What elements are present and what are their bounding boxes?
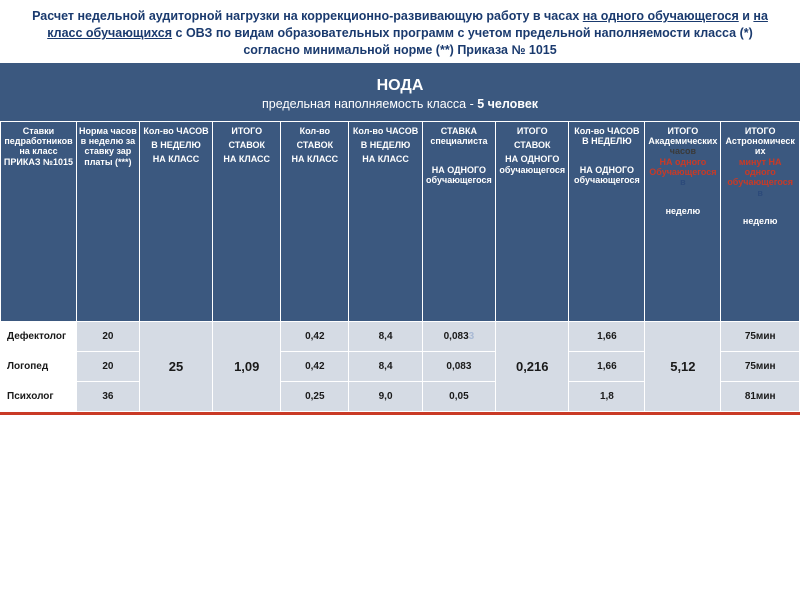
- col-6: СТАВКА специалиста НА ОДНОГО обучающегос…: [422, 121, 495, 321]
- col-9: ИТОГО Академических часов НА одного Обуч…: [645, 121, 721, 321]
- cell: 0,083: [422, 351, 495, 381]
- cell: 75мин: [721, 351, 800, 381]
- row-name: Дефектолог: [1, 321, 77, 351]
- row-name: Логопед: [1, 351, 77, 381]
- cell: 5,12: [645, 321, 721, 411]
- cell: 1,8: [569, 381, 645, 411]
- col-8: Кол-во ЧАСОВ В НЕДЕЛЮ НА ОДНОГО обучающе…: [569, 121, 645, 321]
- col-0: Ставки педработников на класс ПРИКАЗ №10…: [1, 121, 77, 321]
- col-1: Норма часов в неделю за ставку зар платы…: [76, 121, 139, 321]
- col-5: Кол-во ЧАСОВВ НЕДЕЛЮНА КЛАСС: [349, 121, 422, 321]
- col-10: ИТОГО Астрономических минут НА одного об…: [721, 121, 800, 321]
- cell: 9,0: [349, 381, 422, 411]
- cell: 1,66: [569, 321, 645, 351]
- cell: 0,42: [281, 351, 349, 381]
- cell: 1,66: [569, 351, 645, 381]
- cell: 0,05: [422, 381, 495, 411]
- page-title: Расчет недельной аудиторной нагрузки на …: [0, 0, 800, 63]
- cell: 81мин: [721, 381, 800, 411]
- cell: 8,4: [349, 351, 422, 381]
- col-7: ИТОГОСТАВОКНА ОДНОГО обучающегося: [496, 121, 569, 321]
- divider: [0, 412, 800, 415]
- cell: 0,0833: [422, 321, 495, 351]
- cell: 25: [139, 321, 212, 411]
- col-2: Кол-во ЧАСОВВ НЕДЕЛЮНА КЛАСС: [139, 121, 212, 321]
- col-4: Кол-воСТАВОКНА КЛАСС: [281, 121, 349, 321]
- banner: НОДА предельная наполняемость класса - 5…: [0, 63, 800, 121]
- row-name: Психолог: [1, 381, 77, 411]
- cell: 36: [76, 381, 139, 411]
- cell: 1,09: [213, 321, 281, 411]
- cell: 0,216: [496, 321, 569, 411]
- cell: 75мин: [721, 321, 800, 351]
- banner-title: НОДА: [0, 77, 800, 95]
- cell: 20: [76, 351, 139, 381]
- banner-subtitle: предельная наполняемость класса - 5 чело…: [0, 97, 800, 111]
- table-row: Дефектолог 20 25 1,09 0,42 8,4 0,0833 0,…: [1, 321, 800, 351]
- cell: 20: [76, 321, 139, 351]
- header-row: Ставки педработников на класс ПРИКАЗ №10…: [1, 121, 800, 321]
- cell: 0,42: [281, 321, 349, 351]
- cell: 0,25: [281, 381, 349, 411]
- col-3: ИТОГОСТАВОКНА КЛАСС: [213, 121, 281, 321]
- workload-table: Ставки педработников на класс ПРИКАЗ №10…: [0, 121, 800, 412]
- cell: 8,4: [349, 321, 422, 351]
